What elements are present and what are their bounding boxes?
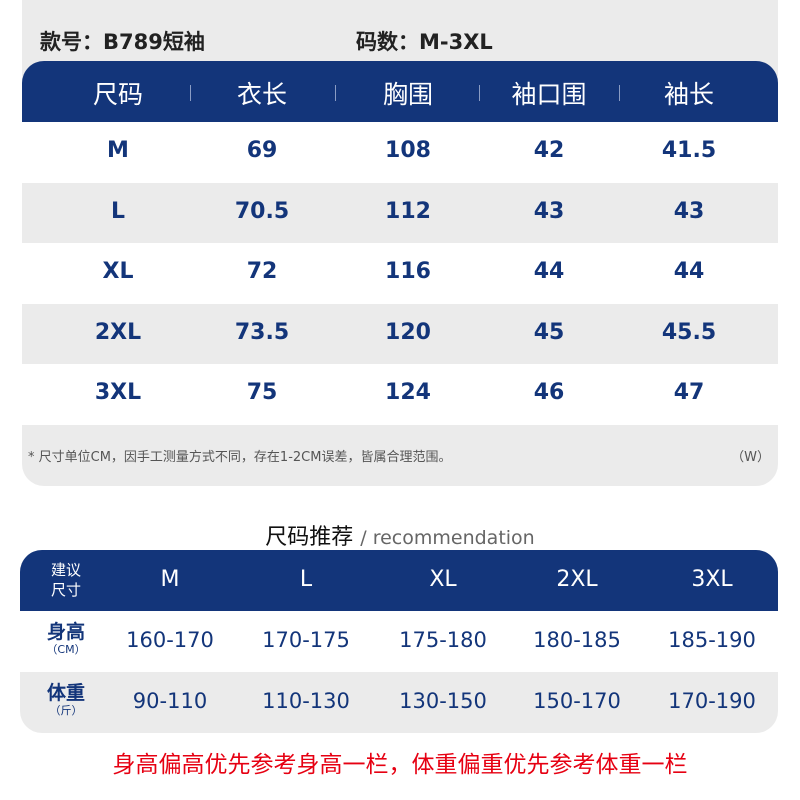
- advice-text: 身高偏高优先参考身高一栏，体重偏重优先参考体重一栏: [112, 752, 688, 778]
- column-header: 袖长: [663, 80, 715, 109]
- size-table-header: 尺码 衣长 胸围 袖口围 袖长: [22, 61, 778, 122]
- table-cell: 108: [385, 138, 431, 163]
- table-cell: 3XL: [94, 380, 142, 406]
- recommendation-table: 建议尺寸 M L XL 2XL 3XL 身高 （CM） 160-170 170-175 175-…: [20, 550, 778, 733]
- table-cell: 44: [533, 259, 565, 285]
- column-header: 尺码: [92, 80, 144, 109]
- table-cell: 44: [673, 259, 705, 285]
- table-row: M 69 108 42 41.5: [22, 122, 778, 183]
- column-divider: [190, 85, 191, 101]
- table-row: L 70.5 112 43 43: [22, 183, 778, 244]
- size-header: L: [299, 567, 313, 592]
- table-cell: 45: [533, 319, 565, 345]
- row-label-text: 体重: [46, 682, 86, 704]
- table-cell: 170-190: [668, 689, 756, 713]
- row-unit: （CM）: [46, 643, 86, 656]
- table-cell: 47: [673, 380, 705, 406]
- table-cell: 70.5: [234, 198, 290, 224]
- table-cell: 150-170: [533, 689, 621, 713]
- table-row: 3XL 75 124 46 47: [22, 364, 778, 426]
- table-cell: 170-175: [262, 628, 350, 652]
- table-cell: 42: [533, 138, 565, 163]
- size-header: 2XL: [556, 567, 598, 592]
- recommendation-header: 建议尺寸 M L XL 2XL 3XL: [20, 550, 778, 611]
- column-header: 衣长: [236, 80, 288, 109]
- suggested-size-label: 建议 尺寸: [51, 560, 81, 600]
- size-range: 码数：M-3XL: [356, 30, 493, 54]
- table-row: XL 72 116 44 44: [22, 243, 778, 305]
- size-chart-panel: 款号：B789短袖 码数：M-3XL 尺码 衣长 胸围 袖口围 袖长 M 69 108 42 4…: [22, 0, 778, 486]
- table-row: 2XL 73.5 120 45 45.5: [22, 304, 778, 365]
- table-cell: M: [107, 138, 129, 163]
- table-cell: 120: [385, 319, 431, 345]
- table-cell: 160-170: [126, 628, 214, 652]
- size-header: 3XL: [691, 567, 733, 592]
- table-cell: 45.5: [661, 319, 717, 345]
- recommendation-title-cn: 尺码推荐: [265, 525, 354, 550]
- column-divider: [335, 85, 336, 101]
- label-line: 尺寸: [50, 581, 82, 599]
- table-cell: 69: [246, 138, 278, 163]
- column-header: 袖口围: [511, 80, 587, 109]
- table-cell: 46: [533, 380, 565, 406]
- table-cell: 90-110: [132, 689, 208, 713]
- recommendation-row: 体重 （斤） 90-110 110-130 130-150 150-170 170-190: [20, 672, 778, 733]
- column-divider: [619, 85, 620, 101]
- table-cell: 73.5: [234, 319, 290, 345]
- table-cell: XL: [102, 259, 134, 285]
- table-cell: 116: [385, 259, 431, 285]
- recommendation-row: 身高 （CM） 160-170 170-175 175-180 180-185 185-19…: [20, 611, 778, 672]
- table-cell: 130-150: [399, 689, 487, 713]
- table-cell: 43: [533, 198, 565, 224]
- table-cell: 72: [246, 259, 278, 285]
- row-unit: （斤）: [49, 704, 83, 717]
- table-cell: 110-130: [262, 689, 350, 713]
- row-label: 身高 （CM）: [46, 621, 85, 657]
- table-cell: 75: [246, 380, 278, 406]
- recommendation-title-en: / recommendation: [360, 527, 535, 549]
- measurement-note: * 尺寸单位CM，因手工测量方式不同，存在1-2CM误差，皆属合理范围。: [28, 450, 452, 465]
- column-header: 胸围: [382, 80, 434, 109]
- table-cell: 185-190: [668, 628, 756, 652]
- table-cell: 2XL: [94, 319, 142, 345]
- size-header: XL: [429, 567, 457, 592]
- table-cell: 180-185: [533, 628, 621, 652]
- table-cell: 43: [673, 198, 705, 224]
- style-number: 款号：B789短袖: [40, 30, 205, 54]
- column-divider: [478, 85, 480, 101]
- table-cell: 112: [385, 198, 431, 224]
- table-cell: L: [110, 198, 126, 224]
- note-suffix: （W）: [731, 450, 770, 465]
- recommendation-title: 尺码推荐 / recommendation: [0, 519, 800, 551]
- size-header: M: [160, 567, 180, 592]
- row-label-text: 身高: [46, 621, 86, 643]
- table-cell: 124: [385, 380, 431, 406]
- table-cell: 175-180: [399, 628, 487, 652]
- row-label: 体重 （斤）: [47, 682, 85, 718]
- label-line: 建议: [50, 561, 82, 579]
- table-cell: 41.5: [661, 138, 717, 163]
